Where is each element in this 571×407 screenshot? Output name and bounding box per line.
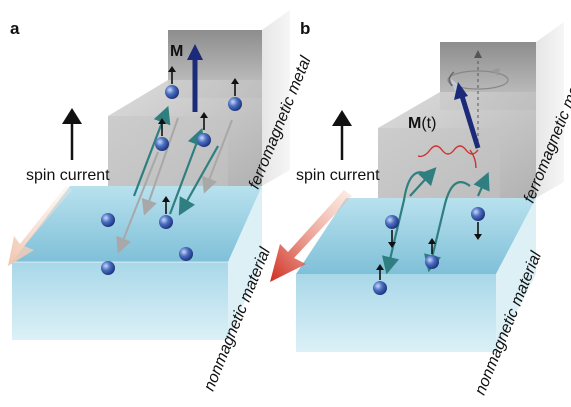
electron-sphere-icon <box>373 281 387 295</box>
electron-sphere-icon <box>165 85 179 99</box>
magnetization-label: M <box>170 43 183 60</box>
spin-current-label-a: spin current <box>26 167 110 184</box>
electron-sphere-icon <box>385 215 399 229</box>
electron-sphere-icon <box>101 261 115 275</box>
m-time: (t) <box>421 115 436 132</box>
electron-sphere-icon <box>101 213 115 227</box>
electron-sphere-icon <box>471 207 485 221</box>
panel-b: b M(t) <box>270 19 571 397</box>
up-arrow-icon <box>332 110 352 126</box>
panel-a-letter: a <box>10 19 20 38</box>
m-letter: M <box>408 115 421 132</box>
electron-sphere-icon <box>155 137 169 151</box>
nonmagnet-top <box>12 186 262 262</box>
electron-sphere-icon <box>179 247 193 261</box>
electron-sphere-icon <box>159 215 173 229</box>
nonmagnet-front <box>12 262 228 340</box>
magnetization-label-b: M(t) <box>408 115 436 132</box>
panel-b-letter: b <box>300 19 310 38</box>
up-arrow-icon <box>62 108 82 124</box>
nonmagnet-front <box>296 274 496 352</box>
panel-a: a M <box>8 10 315 393</box>
electron-sphere-icon <box>425 255 439 269</box>
electron-sphere-icon <box>197 133 211 147</box>
spin-current-label-b: spin current <box>296 167 380 184</box>
electron-sphere-icon <box>228 97 242 111</box>
